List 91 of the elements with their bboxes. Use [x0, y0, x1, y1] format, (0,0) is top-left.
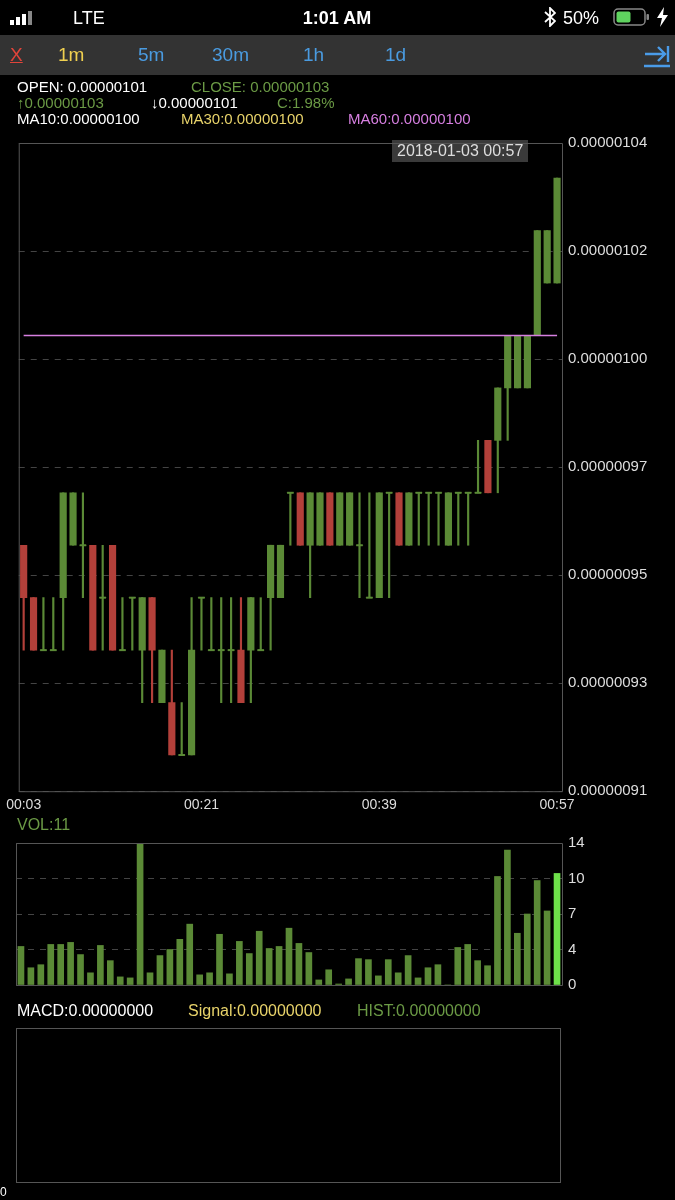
text: 1m — [58, 44, 85, 65]
bar — [553, 873, 561, 985]
bar — [206, 972, 213, 985]
y-tick-label: 0.00000100 — [568, 349, 648, 367]
text: 50% — [563, 8, 600, 28]
text: 1:01 AM — [302, 8, 372, 28]
bar — [176, 939, 184, 985]
bar — [216, 933, 223, 985]
y-tick-label: 14 — [568, 833, 585, 851]
y-tick-label: 0.00000093 — [568, 673, 648, 691]
x-tick-label: 00:21 — [183, 796, 220, 813]
text: MA10:0.00000100 — [17, 110, 140, 127]
y-tick-label: 0.00000097 — [568, 457, 648, 475]
bar — [365, 959, 372, 985]
bar — [394, 972, 402, 985]
bar — [166, 949, 174, 985]
x-tick-label: 00:03 — [6, 796, 42, 813]
bar — [136, 843, 144, 985]
y-tick-label: 4 — [568, 939, 577, 957]
bar — [116, 976, 124, 985]
bar — [87, 972, 94, 985]
text: 1h — [303, 44, 325, 65]
bar — [37, 964, 45, 985]
y-tick-label: 0.00000095 — [568, 565, 648, 583]
bar — [186, 923, 194, 985]
bar — [504, 849, 511, 985]
text: MA30:0.00000100 — [181, 110, 304, 127]
bar — [106, 960, 114, 985]
text: C:1.98% — [277, 94, 335, 111]
bar — [305, 952, 313, 985]
text: OPEN: 0.00000101 — [17, 78, 148, 95]
bar — [404, 955, 412, 985]
y-tick-label: 7 — [568, 904, 577, 922]
bar — [474, 960, 481, 985]
bar — [543, 910, 551, 985]
text: MACD:0.00000000 — [17, 1002, 154, 1019]
bar — [245, 953, 253, 985]
bar — [275, 946, 283, 985]
bar — [523, 913, 531, 985]
text: LTE — [73, 8, 105, 28]
y-tick-label: 0.00000091 — [568, 781, 648, 799]
bar — [484, 965, 491, 985]
text: 30m — [212, 44, 249, 65]
bar — [514, 932, 521, 985]
y-tick-label: 10 — [568, 868, 585, 886]
y-tick-label: 0.00000102 — [568, 241, 648, 259]
bar — [17, 946, 25, 985]
bar — [454, 947, 462, 985]
bar — [77, 954, 84, 985]
bar — [315, 979, 323, 985]
text: MA60:0.00000100 — [348, 110, 471, 127]
bar — [533, 880, 541, 985]
text: 1d — [385, 44, 407, 65]
text: 0 — [0, 1185, 7, 1199]
text: VOL:11 — [17, 816, 71, 833]
bar — [97, 945, 104, 985]
bar — [384, 959, 392, 985]
annotation: 2018-01-03 00:57 — [392, 140, 529, 162]
text: CLOSE: 0.00000103 — [191, 78, 330, 95]
bar — [345, 978, 352, 985]
bar — [295, 943, 303, 985]
text: HIST:0.00000000 — [357, 1002, 481, 1019]
bar — [47, 944, 55, 985]
bar — [464, 944, 472, 985]
text: X — [10, 44, 23, 65]
text: 5m — [138, 44, 165, 65]
y-tick-label: 0 — [568, 975, 577, 993]
bar — [57, 944, 64, 985]
bar — [255, 930, 263, 985]
bar — [424, 967, 432, 985]
bar — [226, 973, 233, 985]
bar — [375, 975, 382, 985]
bar — [434, 964, 442, 985]
bar — [236, 941, 243, 985]
bar — [156, 955, 164, 985]
bar — [146, 972, 154, 985]
text: ↑0.00000103 — [17, 94, 104, 111]
bar — [325, 969, 333, 985]
x-tick-label: 00:39 — [361, 796, 397, 813]
bar — [355, 958, 362, 985]
bar — [265, 948, 273, 985]
bar — [494, 876, 501, 985]
bar — [285, 927, 293, 985]
bar — [196, 974, 203, 985]
y-tick-label: 0.00000104 — [568, 133, 648, 151]
bar — [67, 942, 74, 985]
x-tick-label: 00:57 — [539, 796, 575, 813]
bar — [27, 967, 35, 985]
text: Signal:0.00000000 — [188, 1002, 322, 1019]
candlestick — [178, 702, 186, 757]
text: ↓0.00000101 — [151, 94, 238, 111]
